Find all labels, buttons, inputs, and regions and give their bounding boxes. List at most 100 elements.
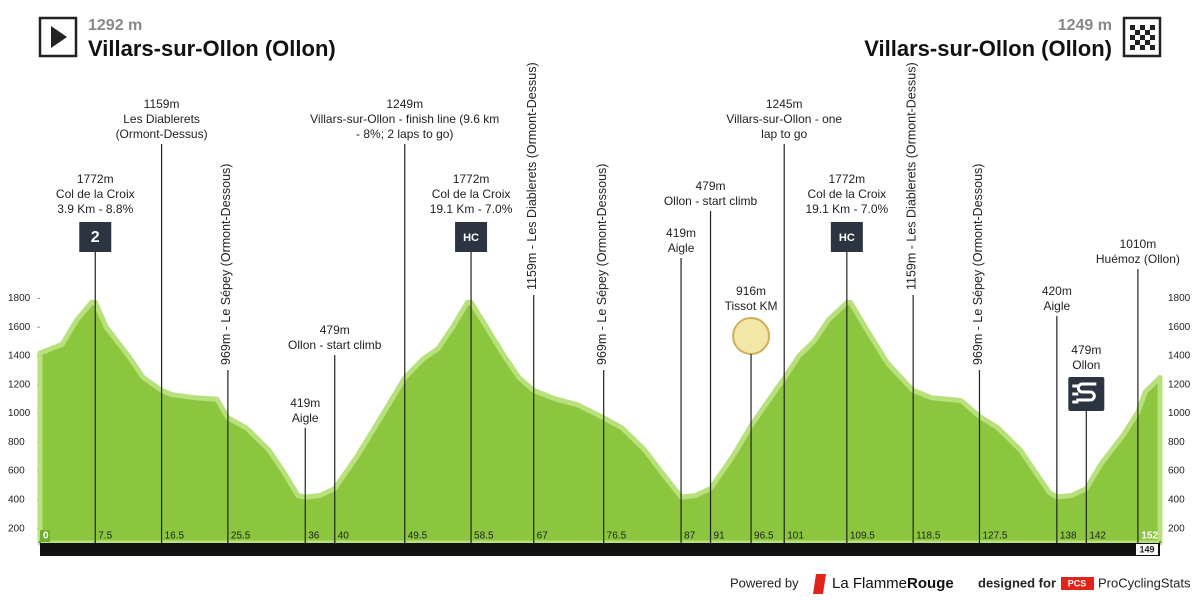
x-tick-label: 16.5 (165, 531, 185, 542)
climb-badge-label: 2 (91, 229, 100, 246)
x-tick-label: 101 (787, 531, 804, 542)
waypoint-label: Ollon (1072, 358, 1100, 372)
waypoint-label: 1010m (1120, 237, 1157, 251)
waypoint-label: 1772m (828, 172, 865, 186)
waypoint-label: Huémoz (Ollon) (1096, 252, 1180, 266)
waypoint-label: 969m - Le Sépey (Ormont-Dessous) (971, 164, 985, 365)
climb-badge-label: HC (839, 232, 855, 244)
waypoint-label: Aigle (292, 411, 319, 425)
waypoint-label: lap to go (761, 127, 807, 141)
x-tick-label: 67 (537, 531, 549, 542)
waypoint-label: 1159m - Les Diablerets (Ormont-Dessus) (904, 62, 918, 290)
sprint-icon-mark (1072, 382, 1097, 404)
waypoint-label: 419m (290, 396, 320, 410)
waypoint-label: 1159m - Les Diablerets (Ormont-Dessus) (525, 62, 539, 290)
flag-square (1150, 35, 1155, 40)
x-tick-label: 87 (684, 531, 696, 542)
x-tick-label: 36 (308, 531, 320, 542)
y-tick-label: 400 (8, 494, 25, 505)
waypoint-label: Ollon - start climb (664, 194, 758, 208)
waypoint-label: 1159m (144, 97, 180, 111)
km-counter-box (1136, 544, 1158, 555)
x-tick-label: 127.5 (982, 531, 1007, 542)
finish-elevation: 1249 m (1058, 17, 1112, 34)
waypoint-label: 420m (1042, 284, 1072, 298)
y-tick-label-right: 1000 (1168, 408, 1191, 419)
flag-square (1150, 45, 1155, 50)
x-tick-label: 40 (338, 531, 350, 542)
waypoint-label: 19.1 Km - 7.0% (805, 202, 888, 216)
climb-badge-label: HC (463, 232, 479, 244)
waypoint-label: (Ormont-Dessus) (116, 127, 208, 141)
waypoint-label: 969m - Le Sépey (Ormont-Dessous) (219, 164, 233, 365)
climb-badge (830, 222, 863, 252)
flag-square (1135, 30, 1140, 35)
x-tick-label: 142 (1089, 531, 1106, 542)
waypoint-label: Villars-sur-Ollon - finish line (9.6 km (310, 112, 499, 126)
y-tick-label: 1600 (8, 322, 31, 333)
waypoint-label: - 8%; 2 laps to go) (356, 127, 453, 141)
waypoint-label: Col de la Croix (56, 187, 135, 201)
km-counter: 149 (1139, 544, 1154, 554)
x-tick-label: 0 (43, 531, 49, 542)
flag-square (1140, 45, 1145, 50)
climb-badge (455, 222, 488, 252)
waypoint-label: 3.9 Km - 8.8% (57, 202, 133, 216)
flag-square (1135, 40, 1140, 45)
flag-square (1140, 35, 1145, 40)
pcs-name: ProCyclingStats (1098, 575, 1191, 590)
waypoint-label: 19.1 Km - 7.0% (430, 202, 513, 216)
x-tick-label: 7.5 (98, 531, 112, 542)
flag-square (1130, 35, 1135, 40)
y-tick-label-right: 200 (1168, 523, 1185, 534)
finish-flag (1130, 25, 1155, 50)
start-name: Villars-sur-Ollon (Ollon) (88, 36, 336, 61)
y-tick-label-right: 1800 (1168, 293, 1191, 304)
waypoint-label: Col de la Croix (807, 187, 886, 201)
brand-part: Rouge (907, 575, 954, 592)
y-tick-label-right: 1600 (1168, 322, 1191, 333)
designed-for: designed for (978, 575, 1056, 590)
y-tick-label-right: 600 (1168, 466, 1185, 477)
waypoint-label: 479m (1071, 343, 1101, 357)
flag-square (1145, 30, 1150, 35)
y-tick-label: 1000 (8, 408, 31, 419)
finish-name: Villars-sur-Ollon (Ollon) (864, 36, 1112, 61)
pcs-logo-box (1061, 577, 1094, 590)
start-elevation: 1292 m (88, 17, 142, 34)
powered-by: Powered by (730, 575, 799, 590)
waypoint-label: Aigle (668, 241, 695, 255)
start-km-box (40, 530, 50, 542)
flag-square (1130, 45, 1135, 50)
x-tick-label: 25.5 (231, 531, 251, 542)
waypoint-label: 1249m (386, 97, 423, 111)
tissot-icon (732, 317, 771, 355)
waypoint-label: 1772m (77, 172, 114, 186)
x-tick-label: 96.5 (754, 531, 774, 542)
waypoint-label: 1245m (766, 97, 803, 111)
y-tick-label-right: 400 (1168, 494, 1185, 505)
flamme-logo (813, 574, 826, 594)
x-tick-label: 76.5 (607, 531, 627, 542)
y-tick-label: 200 (8, 523, 25, 534)
y-tick-label-right: 800 (1168, 437, 1185, 448)
flag-square (1145, 40, 1150, 45)
y-tick-label: 600 (8, 466, 25, 477)
waypoint-label: 419m (666, 226, 696, 240)
start-arrow (51, 26, 67, 48)
x-tick-label: 138 (1060, 531, 1077, 542)
waypoint-label: Aigle (1043, 299, 1070, 313)
y-tick-label: 1800 (8, 293, 31, 304)
y-tick-label: 800 (8, 437, 25, 448)
flag-square (1150, 25, 1155, 30)
x-tick-label: 109.5 (850, 531, 875, 542)
waypoint-label: 1772m (453, 172, 490, 186)
brand-part: La Flamme (832, 575, 907, 592)
waypoint-label: 969m - Le Sépey (Ormont-Dessous) (595, 164, 609, 365)
waypoint-label: Les Diablerets (123, 112, 200, 126)
distance-bar (40, 543, 1160, 556)
waypoint-label: Villars-sur-Ollon - one (726, 112, 842, 126)
y-tick-label-right: 1400 (1168, 351, 1191, 362)
